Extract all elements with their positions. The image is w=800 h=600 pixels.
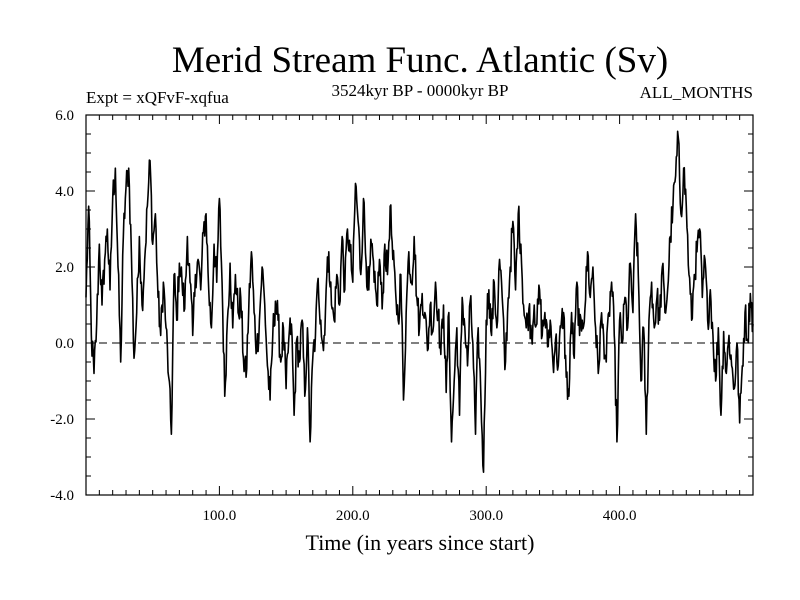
x-tick-label: 100.0 (203, 508, 237, 524)
y-tick-label: -4.0 (50, 488, 74, 504)
y-tick-label: 6.0 (55, 108, 74, 124)
x-tick-label: 300.0 (469, 508, 503, 524)
y-tick-label: -2.0 (50, 412, 74, 428)
y-tick-label: 2.0 (55, 260, 74, 276)
y-tick-label: 4.0 (55, 184, 74, 200)
months-label: ALL_MONTHS (640, 83, 753, 102)
chart-title: Merid Stream Func. Atlantic (Sv) (172, 40, 668, 81)
x-axis-label: Time (in years since start) (306, 530, 535, 555)
series-group (85, 130, 754, 473)
x-tick-label: 400.0 (603, 508, 637, 524)
series-line (85, 130, 754, 473)
axes: 100.0 200.0 300.0 400.0 -4.0 -2.0 0.0 2.0 4.0 6.0 (50, 108, 754, 524)
y-tick-label: 0.0 (55, 336, 74, 352)
expt-label: Expt = xQFvF-xqfua (86, 88, 229, 107)
x-tick-label: 200.0 (336, 508, 370, 524)
time-range-label: 3524kyr BP - 0000kyr BP (332, 81, 509, 100)
